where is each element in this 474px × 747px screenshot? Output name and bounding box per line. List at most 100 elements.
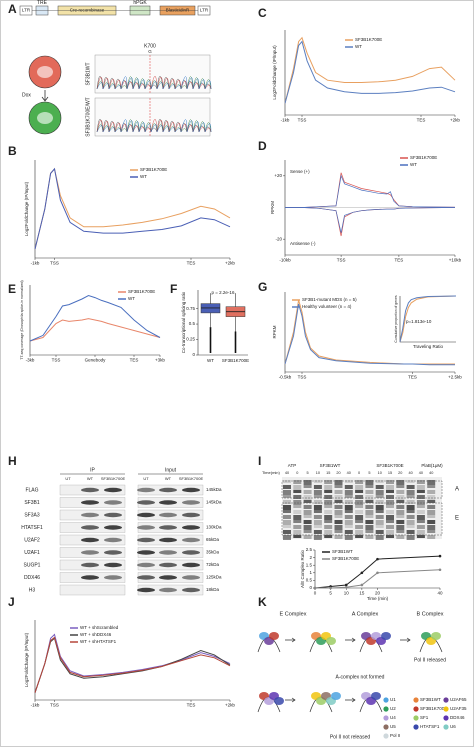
series-line	[34, 636, 231, 693]
gel-smear	[283, 535, 291, 540]
gel-smear	[406, 525, 415, 528]
gel-smear	[283, 515, 291, 519]
arrow	[285, 697, 296, 703]
gel-smear	[416, 520, 425, 523]
gel-smear	[416, 490, 425, 493]
blot-row-label: SF3A3	[24, 512, 40, 518]
gel-smear	[283, 490, 291, 495]
band	[137, 525, 155, 530]
chromatogram	[94, 97, 211, 137]
gel-smear	[375, 495, 384, 498]
legend-label: U6	[450, 724, 456, 729]
gel-smear	[334, 490, 343, 494]
band	[81, 525, 99, 530]
gel-smear	[293, 500, 302, 505]
arrow	[285, 637, 296, 643]
blot-group: Input	[165, 467, 177, 473]
gel-smear	[344, 510, 353, 513]
gel-smear	[386, 535, 394, 538]
legend-swatch	[413, 715, 419, 721]
band	[104, 575, 122, 580]
gel-smear	[355, 500, 364, 505]
point	[376, 571, 379, 575]
x-tick-label: 10	[344, 591, 350, 596]
complex-part	[371, 692, 381, 700]
gel-smear	[427, 530, 436, 533]
gel-header: ATP	[288, 463, 296, 468]
gel-smear	[427, 495, 436, 500]
band	[137, 550, 155, 555]
gel-smear	[303, 490, 312, 494]
band-box	[281, 502, 443, 536]
legend-label: WT + shScrambled	[80, 625, 119, 630]
blot-row-label: DDX46	[24, 575, 40, 581]
gel-smear	[416, 500, 425, 505]
y-tick-label: 0	[309, 585, 312, 590]
gel-smear	[365, 520, 374, 524]
lane-label: SF3B1K700E	[179, 476, 204, 481]
gel-smear	[344, 490, 353, 495]
lane-label: UT	[65, 476, 71, 481]
gel-smear	[303, 525, 312, 530]
gel-smear	[293, 480, 302, 484]
x-tick-label: +2kb	[225, 703, 235, 708]
gel-smear	[293, 490, 302, 493]
complex-part	[381, 632, 391, 640]
arrow	[400, 637, 411, 643]
gel-smear	[365, 530, 374, 533]
base-label: G	[148, 49, 152, 54]
gel-smear	[334, 485, 343, 488]
gel-smear	[396, 495, 405, 500]
gel-smear	[427, 490, 436, 494]
blot-size: 18kDa	[206, 587, 220, 592]
trace	[96, 76, 212, 90]
time-label: 10	[378, 471, 382, 475]
series-line	[285, 207, 456, 233]
series-line	[399, 295, 457, 343]
gel-smear	[406, 505, 415, 510]
gel-smear	[324, 490, 333, 493]
legend-swatch	[443, 697, 449, 703]
gel-smear	[334, 515, 343, 518]
gel-smear	[334, 510, 343, 515]
gel-smear	[416, 495, 425, 499]
legend-label: U4	[390, 715, 396, 720]
legend-label: WT	[140, 174, 147, 179]
legend-swatch	[413, 706, 419, 712]
legend-label: SF3B1K700E	[332, 556, 359, 561]
legend-label: DDX46	[450, 715, 465, 720]
model-title: E Complex	[280, 611, 307, 617]
x-tick-label: TSS	[52, 358, 61, 363]
gel-smear	[416, 505, 425, 508]
band	[159, 550, 177, 555]
band	[137, 500, 155, 505]
gel-smear	[427, 535, 436, 539]
gel-smear	[375, 515, 384, 519]
gel-smear	[386, 490, 394, 493]
band	[104, 525, 122, 530]
gel-smear	[406, 500, 415, 504]
gel-smear	[303, 495, 312, 500]
blot-size: 145kDa	[206, 487, 222, 492]
gel-smear	[313, 505, 322, 510]
band	[182, 512, 200, 518]
gel-smear	[396, 530, 405, 533]
legend-swatch	[383, 706, 389, 712]
gel-smear	[293, 515, 302, 520]
gel-smear	[386, 525, 394, 529]
blot-size: 145kDa	[206, 500, 222, 505]
gel-smear	[427, 510, 436, 515]
point	[360, 583, 364, 587]
legend-swatch	[443, 724, 449, 730]
band	[159, 500, 177, 505]
complex-part	[431, 632, 441, 640]
band	[104, 500, 122, 505]
gel-smear	[303, 510, 312, 515]
gel-smear	[344, 485, 353, 489]
blot-size: 130kDa	[206, 525, 222, 530]
construct-label: hPGK	[133, 0, 147, 6]
gel-smear	[396, 500, 405, 503]
band	[137, 512, 155, 518]
point	[329, 586, 332, 590]
